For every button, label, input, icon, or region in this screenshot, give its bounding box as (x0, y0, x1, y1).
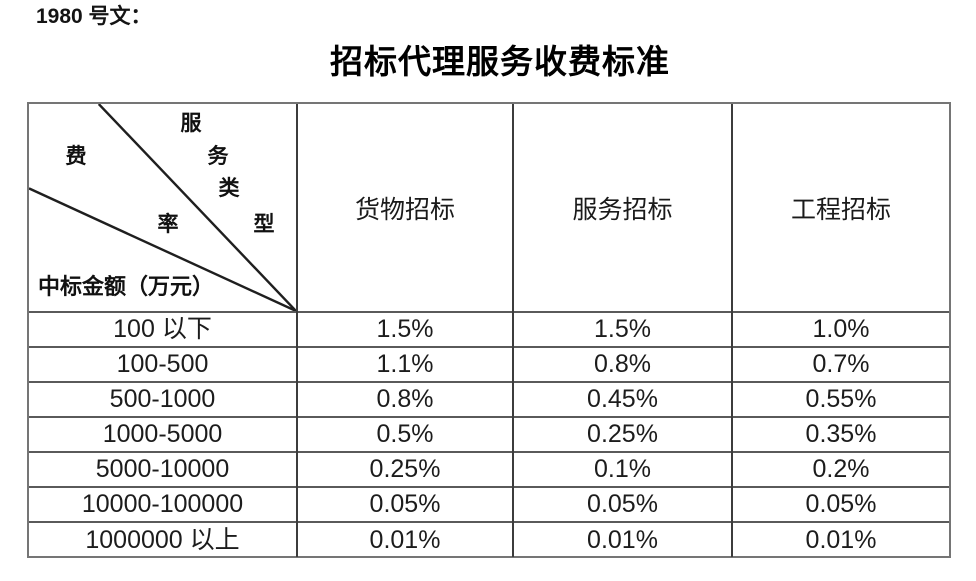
corner-cell: 服 务 类 型 费 率 中标金额（万元） (29, 104, 297, 312)
fee-value-cell: 0.7% (731, 346, 949, 382)
fee-table: 服 务 类 型 费 率 中标金额（万元） 货物招标 服务招标 工程招标 (29, 104, 949, 557)
fee-value-cell: 0.2% (731, 451, 949, 487)
fee-value-cell: 0.8% (512, 346, 732, 382)
column-header-engineering-bidding: 工程招标 (731, 104, 949, 312)
corner-char-service-type: 类 (218, 176, 240, 200)
fee-value-cell: 0.05% (296, 486, 513, 522)
fee-value-cell: 0.05% (731, 486, 949, 522)
row-range-cell: 100-500 (29, 346, 297, 382)
fee-value-cell: 1.0% (731, 311, 949, 347)
table-row: 100 以下 1.5% 1.5% 1.0% (29, 311, 949, 347)
header-row: 服 务 类 型 费 率 中标金额（万元） 货物招标 服务招标 工程招标 (29, 104, 949, 312)
fee-value-cell: 0.45% (512, 381, 732, 417)
table-row: 500-1000 0.8% 0.45% 0.55% (29, 381, 949, 417)
column-header-service-bidding: 服务招标 (512, 104, 732, 312)
row-range-cell: 5000-10000 (29, 451, 297, 487)
table-row: 5000-10000 0.25% 0.1% 0.2% (29, 451, 949, 487)
fee-table-container: 服 务 类 型 费 率 中标金额（万元） 货物招标 服务招标 工程招标 (27, 102, 951, 558)
fee-value-cell: 0.8% (296, 381, 513, 417)
fee-value-cell: 1.5% (296, 311, 513, 347)
corner-char-service-type: 型 (253, 212, 275, 236)
fee-value-cell: 0.01% (296, 521, 513, 557)
amount-axis-label: 中标金额（万元） (38, 274, 215, 299)
table-row: 1000-5000 0.5% 0.25% 0.35% (29, 416, 949, 452)
row-range-cell: 100 以下 (29, 311, 297, 347)
fee-value-cell: 0.05% (512, 486, 732, 522)
row-range-cell: 1000000 以上 (29, 521, 297, 557)
fee-value-cell: 0.5% (296, 416, 513, 452)
corner-cell-inner: 服 务 类 型 费 率 中标金额（万元） (29, 104, 296, 311)
fee-value-cell: 1.5% (512, 311, 732, 347)
fee-value-cell: 0.25% (512, 416, 732, 452)
doc-number-label: 1980 号文： (36, 5, 152, 28)
table-row: 10000-100000 0.05% 0.05% 0.05% (29, 486, 949, 522)
corner-char-fee-rate: 费 (65, 144, 87, 168)
row-range-cell: 10000-100000 (29, 486, 297, 522)
fee-value-cell: 0.35% (731, 416, 949, 452)
column-header-goods-bidding: 货物招标 (296, 104, 513, 312)
table-row: 1000000 以上 0.01% 0.01% 0.01% (29, 521, 949, 557)
row-range-cell: 500-1000 (29, 381, 297, 417)
fee-value-cell: 0.01% (731, 521, 949, 557)
table-row: 100-500 1.1% 0.8% 0.7% (29, 346, 949, 382)
fee-value-cell: 0.01% (512, 521, 732, 557)
corner-char-fee-rate: 率 (157, 212, 179, 236)
fee-value-cell: 0.55% (731, 381, 949, 417)
fee-value-cell: 0.1% (512, 451, 732, 487)
corner-char-service-type: 务 (207, 144, 229, 168)
diagonal-divider-lines (29, 104, 296, 311)
fee-value-cell: 0.25% (296, 451, 513, 487)
page-title: 招标代理服务收费标准 (330, 45, 670, 81)
row-range-cell: 1000-5000 (29, 416, 297, 452)
fee-value-cell: 1.1% (296, 346, 513, 382)
corner-char-service-type: 服 (180, 111, 202, 135)
